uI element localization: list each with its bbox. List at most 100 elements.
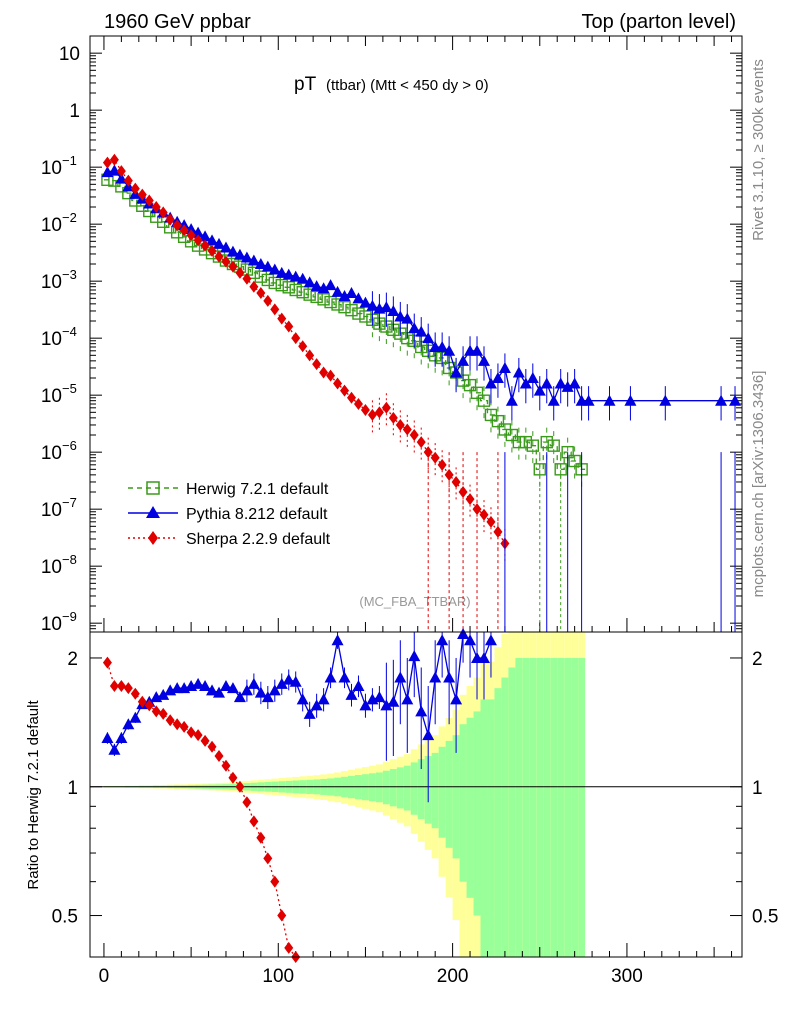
ratio-sherpa-point bbox=[263, 852, 273, 865]
ratio-sherpa-point bbox=[130, 687, 140, 700]
data-point bbox=[402, 423, 412, 436]
y-tick-label: 10 bbox=[41, 500, 62, 521]
y-tick-label: 10 bbox=[41, 329, 62, 350]
ratio-plot-area: 0 100 200 300 2 2 1 1 0.5 0.5 bbox=[52, 628, 778, 987]
data-point bbox=[436, 340, 449, 352]
ratio-y-tick-label-right: 0.5 bbox=[752, 907, 778, 928]
data-point bbox=[296, 272, 309, 284]
data-point bbox=[380, 301, 393, 313]
data-point bbox=[199, 230, 212, 242]
data-point bbox=[367, 408, 377, 421]
series-line bbox=[107, 169, 736, 403]
ratio-pythia-point bbox=[387, 695, 400, 707]
legend-sherpa-marker bbox=[148, 531, 158, 545]
legend-sherpa-label: Sherpa 2.2.9 default bbox=[186, 531, 331, 548]
data-point bbox=[388, 411, 398, 424]
data-point bbox=[659, 394, 672, 406]
ratio-sherpa-point bbox=[137, 695, 147, 708]
data-point bbox=[185, 223, 198, 235]
x-tick-label: 100 bbox=[262, 966, 294, 987]
data-point bbox=[360, 403, 370, 416]
data-point bbox=[305, 349, 315, 362]
legend: Herwig 7.2.1 default Pythia 8.212 defaul… bbox=[128, 481, 331, 548]
ratio-pythia-point bbox=[233, 691, 246, 703]
data-point bbox=[477, 354, 490, 366]
ratio-y-tick-label: 0.5 bbox=[52, 907, 78, 928]
data-point bbox=[561, 380, 574, 392]
ratio-sherpa-point bbox=[221, 759, 231, 772]
data-point bbox=[465, 493, 475, 506]
data-point bbox=[326, 369, 336, 382]
data-point bbox=[102, 156, 112, 169]
ratio-pythia-point bbox=[122, 718, 135, 730]
ratio-sherpa-point bbox=[165, 714, 175, 727]
data-point bbox=[151, 201, 161, 214]
data-point bbox=[331, 298, 344, 311]
legend-item-sherpa: Sherpa 2.2.9 default bbox=[128, 531, 331, 548]
ratio-y-tick-label-right: 2 bbox=[752, 649, 763, 670]
ratio-pythia-point bbox=[429, 671, 442, 683]
data-point bbox=[352, 307, 365, 320]
data-point bbox=[345, 286, 358, 298]
ratio-pythia-point bbox=[213, 686, 226, 698]
header-left: 1960 GeV ppbar bbox=[104, 11, 251, 33]
y-tick-exponent: −6 bbox=[62, 438, 77, 453]
data-point bbox=[200, 239, 210, 252]
ratio-band-inner bbox=[536, 657, 544, 957]
ratio-band-inner bbox=[375, 772, 383, 803]
data-point bbox=[450, 366, 463, 378]
y-tick-label: 10 bbox=[41, 215, 62, 236]
ratio-pythia-point bbox=[101, 732, 114, 744]
y-tick-label: 10 bbox=[41, 443, 62, 464]
data-point bbox=[463, 378, 477, 392]
data-point bbox=[247, 266, 261, 280]
ratio-sherpa-point bbox=[256, 831, 266, 844]
ratio-band-inner bbox=[438, 746, 446, 838]
data-point bbox=[324, 279, 337, 291]
ratio-band-inner bbox=[445, 740, 453, 848]
ratio-band-inner bbox=[487, 699, 495, 957]
data-point bbox=[540, 435, 553, 449]
ratio-pythia-point bbox=[268, 684, 281, 696]
ratio-pythia-point bbox=[261, 691, 274, 703]
data-point bbox=[256, 286, 266, 299]
data-point bbox=[346, 391, 356, 404]
data-point bbox=[366, 299, 379, 311]
y-tick-label: 10 bbox=[59, 44, 80, 65]
ratio-sherpa-point bbox=[116, 679, 126, 692]
data-point bbox=[289, 283, 302, 297]
data-point bbox=[116, 165, 126, 178]
data-point bbox=[519, 377, 532, 389]
data-point bbox=[310, 290, 323, 304]
data-point bbox=[444, 468, 454, 481]
data-point bbox=[359, 310, 372, 323]
ratio-pythia-point bbox=[345, 688, 358, 700]
data-point bbox=[512, 366, 525, 378]
data-point bbox=[359, 296, 372, 308]
data-point bbox=[333, 377, 343, 390]
data-point bbox=[340, 384, 350, 397]
ratio-sherpa-line bbox=[106, 662, 297, 958]
ratio-pythia-point bbox=[484, 634, 497, 646]
y-tick-label: 10 bbox=[41, 614, 62, 635]
legend-item-herwig: Herwig 7.2.1 default bbox=[128, 481, 329, 498]
data-point bbox=[568, 377, 581, 389]
data-point bbox=[729, 394, 742, 406]
data-point bbox=[345, 303, 358, 317]
data-point bbox=[416, 436, 426, 449]
data-point bbox=[505, 394, 518, 406]
legend-pythia-label: Pythia 8.212 default bbox=[186, 506, 328, 523]
ratio-band-inner bbox=[382, 770, 390, 805]
data-point bbox=[486, 515, 496, 528]
ratio-band-inner bbox=[557, 657, 565, 957]
data-point bbox=[282, 268, 295, 280]
ratio-sherpa-point bbox=[109, 679, 119, 692]
data-point bbox=[394, 310, 407, 322]
x-tick-label: 300 bbox=[611, 966, 643, 987]
data-point bbox=[484, 377, 497, 389]
ratio-sherpa-point bbox=[172, 718, 182, 731]
data-point bbox=[381, 401, 391, 414]
data-point bbox=[422, 332, 435, 344]
ratio-sherpa-point bbox=[277, 909, 287, 922]
ratio-band-inner bbox=[508, 667, 516, 957]
